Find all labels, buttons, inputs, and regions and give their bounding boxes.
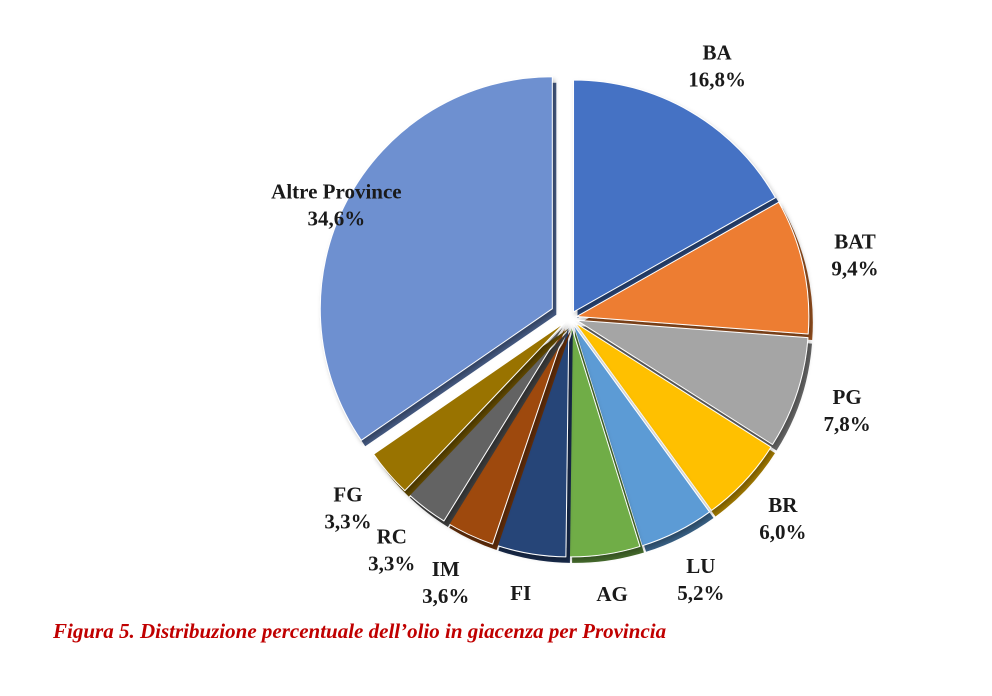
label-im: IM 3,6% — [422, 557, 469, 608]
label-value-fg: 3,3% — [324, 510, 371, 534]
slice-bat — [576, 201, 810, 335]
slice-br — [574, 322, 772, 511]
slice-lu — [572, 323, 711, 547]
label-value-altre-province: 34,6% — [308, 207, 366, 231]
label-fi: FI 5,0% — [497, 581, 544, 610]
slice-ba — [573, 79, 776, 313]
slice-fg — [373, 322, 566, 492]
label-name-ag: AG — [596, 582, 628, 606]
label-name-bat: BAT — [834, 229, 876, 253]
label-value-fi: 5,0% — [497, 608, 544, 610]
label-rc: RC 3,3% — [368, 524, 415, 575]
label-name-fi: FI — [510, 581, 531, 605]
label-name-im: IM — [432, 557, 460, 581]
label-name-pg: PG — [833, 385, 862, 409]
pie-slices — [319, 76, 813, 563]
label-value-lu: 5,2% — [677, 581, 724, 605]
label-value-im: 3,6% — [422, 584, 469, 608]
label-ba: BA 16,8% — [688, 41, 746, 92]
label-bat: BAT 9,4% — [831, 229, 878, 280]
label-name-rc: RC — [377, 524, 407, 548]
label-ag: AG 5,0% — [588, 582, 635, 610]
label-name-ba: BA — [703, 41, 733, 65]
label-value-ag: 5,0% — [588, 609, 635, 610]
label-altre-province: Altre Province 34,6% — [271, 180, 401, 231]
label-value-bat: 9,4% — [831, 256, 878, 280]
pie-chart: BA16,8%BAT9,4%PG7,8%BR6,0%LU5,2%AG5,0%FI… — [271, 41, 878, 610]
figure-caption: Figura 5. Distribuzione percentuale dell… — [53, 619, 667, 643]
label-name-lu: LU — [686, 554, 715, 578]
label-value-rc: 3,3% — [368, 551, 415, 575]
slice-altre-province — [319, 76, 553, 441]
label-pg: PG 7,8% — [823, 385, 870, 436]
pie-labels: BA16,8%BAT9,4%PG7,8%BR6,0%LU5,2%AG5,0%FI… — [271, 41, 878, 610]
label-name-altre-province: Altre Province — [271, 180, 401, 204]
label-value-br: 6,0% — [759, 520, 806, 544]
label-lu: LU 5,2% — [677, 554, 724, 605]
label-value-pg: 7,8% — [823, 412, 870, 436]
label-name-br: BR — [768, 493, 798, 517]
label-br: BR 6,0% — [759, 493, 806, 544]
label-name-fg: FG — [333, 483, 362, 507]
label-value-ba: 16,8% — [688, 68, 746, 92]
slice-pg — [576, 319, 809, 446]
label-fg: FG 3,3% — [324, 483, 371, 534]
